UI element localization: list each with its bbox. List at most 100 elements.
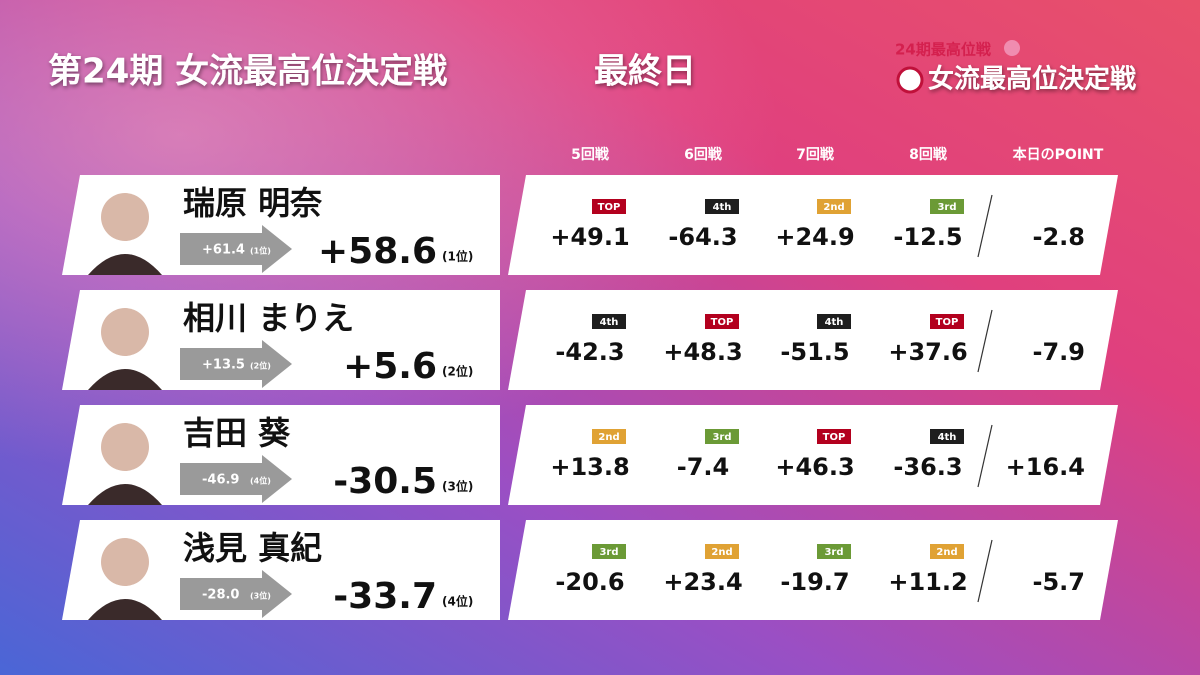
game-score: -7.4 [677, 453, 729, 481]
previous-score: +13.5 [202, 358, 245, 373]
rows: 瑞原 明奈 +61.4 (1位) +58.6 (1位) TOP +49.1 4th -64.3 2… [62, 175, 1118, 620]
score-card [508, 405, 1118, 505]
place-badge [817, 429, 851, 444]
place-badge [705, 429, 739, 444]
player-row: 吉田 葵 -46.9 (4位) -30.5 (3位) 2nd +13.8 3rd -7.4 TOP… [62, 405, 1118, 505]
player-card [62, 290, 500, 390]
score-card [508, 290, 1118, 390]
column-header: 本日のPOINT [1013, 146, 1104, 163]
logo-top: 24期最高位戦 [895, 41, 992, 59]
previous-arrow [180, 570, 292, 618]
place-badge [930, 544, 964, 559]
place-label: 4th [825, 317, 844, 328]
place-label: 4th [713, 202, 732, 213]
player-name: 吉田 葵 [183, 414, 291, 452]
photo-body [88, 599, 162, 620]
place-label: TOP [598, 202, 621, 213]
divider [977, 424, 993, 488]
game-score: -42.3 [555, 338, 624, 366]
title: 第24期 女流最高位決定戦 [48, 52, 447, 92]
place-label: 3rd [599, 547, 618, 558]
total-score: -33.7 [333, 576, 437, 617]
game-score: +48.3 [663, 338, 742, 366]
photo-body [88, 369, 162, 390]
subtitle: 最終日 [594, 52, 696, 92]
place-label: 3rd [712, 432, 731, 443]
place-label: 3rd [937, 202, 956, 213]
logo-main: 女流最高位決定戦 [928, 64, 1136, 95]
place-label: 2nd [711, 547, 732, 558]
today-score: -2.8 [1033, 223, 1085, 251]
game-score: +37.6 [888, 338, 967, 366]
place-badge [705, 544, 739, 559]
previous-rank: (3位) [250, 591, 271, 601]
place-badge [930, 314, 964, 329]
column-header: 6回戦 [684, 146, 723, 163]
player-name: 瑞原 明奈 [183, 184, 322, 222]
today-score: +16.4 [1006, 453, 1085, 481]
previous-score: -28.0 [202, 588, 239, 603]
photo-head [101, 538, 149, 586]
place-label: 2nd [936, 547, 957, 558]
previous-arrow [180, 455, 292, 503]
divider [977, 309, 993, 373]
total-rank: (2位) [442, 364, 473, 379]
game-score: -51.5 [780, 338, 849, 366]
player-row: 瑞原 明奈 +61.4 (1位) +58.6 (1位) TOP +49.1 4th -64.3 2… [62, 175, 1118, 275]
place-label: 2nd [598, 432, 619, 443]
game-score: +49.1 [550, 223, 629, 251]
photo-head [101, 423, 149, 471]
score-card [508, 175, 1118, 275]
player-card [62, 175, 500, 275]
place-badge [817, 199, 851, 214]
player-row: 浅見 真紀 -28.0 (3位) -33.7 (4位) 3rd -20.6 2nd +23.4 3… [62, 520, 1118, 620]
column-header: 8回戦 [909, 146, 948, 163]
total-rank: (4位) [442, 594, 473, 609]
game-score: -19.7 [780, 568, 849, 596]
place-badge [705, 199, 739, 214]
previous-score: +61.4 [202, 243, 245, 258]
total-score: +58.6 [318, 231, 437, 272]
game-score: +13.8 [550, 453, 629, 481]
place-badge [592, 544, 626, 559]
photo-head [101, 193, 149, 241]
total-rank: (3位) [442, 479, 473, 494]
place-badge [930, 199, 964, 214]
place-badge [705, 314, 739, 329]
place-label: 4th [600, 317, 619, 328]
place-badge [817, 544, 851, 559]
player-card [62, 405, 500, 505]
game-score: -12.5 [893, 223, 962, 251]
place-label: TOP [823, 432, 846, 443]
game-score: +23.4 [663, 568, 742, 596]
photo-head [101, 308, 149, 356]
logo: 24期最高位戦 女流最高位決定戦 [895, 40, 1136, 95]
today-score: -5.7 [1033, 568, 1085, 596]
divider [977, 194, 993, 258]
game-score: +11.2 [888, 568, 967, 596]
game-score: -20.6 [555, 568, 624, 596]
previous-arrow [180, 225, 292, 273]
today-score: -7.9 [1033, 338, 1085, 366]
total-rank: (1位) [442, 249, 473, 264]
game-score: +46.3 [775, 453, 854, 481]
previous-rank: (4位) [250, 476, 271, 486]
place-badge [592, 429, 626, 444]
total-score: +5.6 [343, 346, 437, 387]
column-header: 5回戦 [571, 146, 610, 163]
place-label: TOP [711, 317, 734, 328]
previous-score: -46.9 [202, 473, 239, 488]
previous-arrow [180, 340, 292, 388]
place-badge [930, 429, 964, 444]
previous-rank: (1位) [250, 246, 271, 256]
total-score: -30.5 [333, 461, 437, 502]
place-label: 4th [938, 432, 957, 443]
player-name: 相川 まりえ [183, 299, 354, 337]
place-label: 2nd [823, 202, 844, 213]
score-card [508, 520, 1118, 620]
place-badge [592, 314, 626, 329]
place-label: TOP [936, 317, 959, 328]
logo-flower [1004, 40, 1020, 56]
